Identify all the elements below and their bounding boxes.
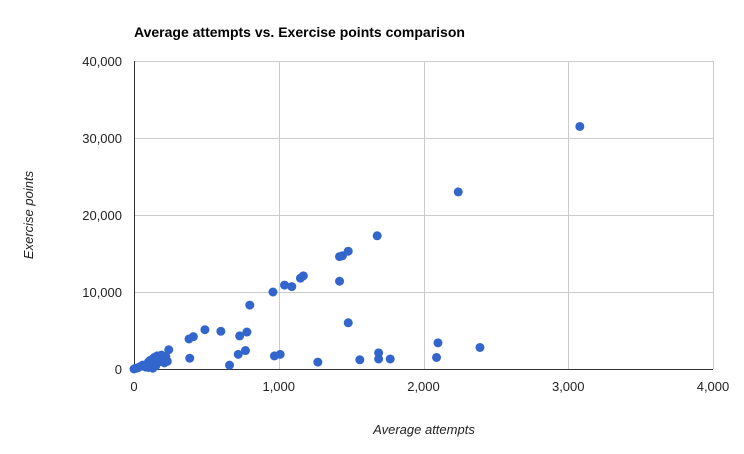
data-point — [475, 342, 485, 352]
data-point — [343, 246, 353, 256]
data-point — [335, 276, 345, 286]
y-axis-title: Exercise points — [21, 170, 36, 259]
data-point — [453, 187, 463, 197]
data-point — [162, 356, 172, 366]
data-point — [148, 363, 158, 373]
x-tick-label: 0 — [130, 379, 137, 394]
data-point — [385, 354, 395, 364]
x-tick-label: 1,000 — [262, 379, 295, 394]
data-point — [343, 318, 353, 328]
y-tick-label: 20,000 — [82, 208, 122, 223]
data-point — [225, 360, 235, 370]
data-point — [372, 231, 382, 241]
data-point — [374, 354, 384, 364]
data-point — [298, 271, 308, 281]
gridlines — [134, 61, 714, 369]
data-point — [233, 349, 243, 359]
y-tick-label: 10,000 — [82, 285, 122, 300]
x-tick-label: 2,000 — [407, 379, 440, 394]
data-point — [154, 356, 164, 366]
data-point — [374, 348, 384, 358]
data-point — [242, 327, 252, 337]
y-tick-label: 40,000 — [82, 54, 122, 69]
data-point — [313, 357, 323, 367]
x-tick-label: 3,000 — [552, 379, 585, 394]
tick-labels: 0 1,000 2,000 3,000 4,000 0 10,000 20,000 30,000… — [82, 54, 729, 394]
chart-title: Average attempts vs. Exercise points com… — [134, 24, 465, 40]
data-point — [432, 352, 442, 362]
x-axis-title: Average attempts — [372, 422, 475, 437]
data-point — [216, 326, 226, 336]
data-point — [200, 325, 210, 335]
data-point — [164, 345, 174, 355]
data-point — [240, 346, 250, 356]
data-point — [268, 287, 278, 297]
y-tick-label: 0 — [115, 362, 122, 377]
data-point — [188, 332, 198, 342]
data-points — [129, 121, 585, 374]
data-point — [355, 355, 365, 365]
data-point — [245, 300, 255, 310]
x-tick-label: 4,000 — [697, 379, 730, 394]
data-point — [287, 282, 297, 292]
data-point — [575, 121, 585, 131]
data-point — [275, 349, 285, 359]
data-point — [433, 338, 443, 348]
y-tick-label: 30,000 — [82, 131, 122, 146]
data-point — [185, 353, 195, 363]
data-point — [280, 280, 290, 290]
data-point — [235, 331, 245, 341]
